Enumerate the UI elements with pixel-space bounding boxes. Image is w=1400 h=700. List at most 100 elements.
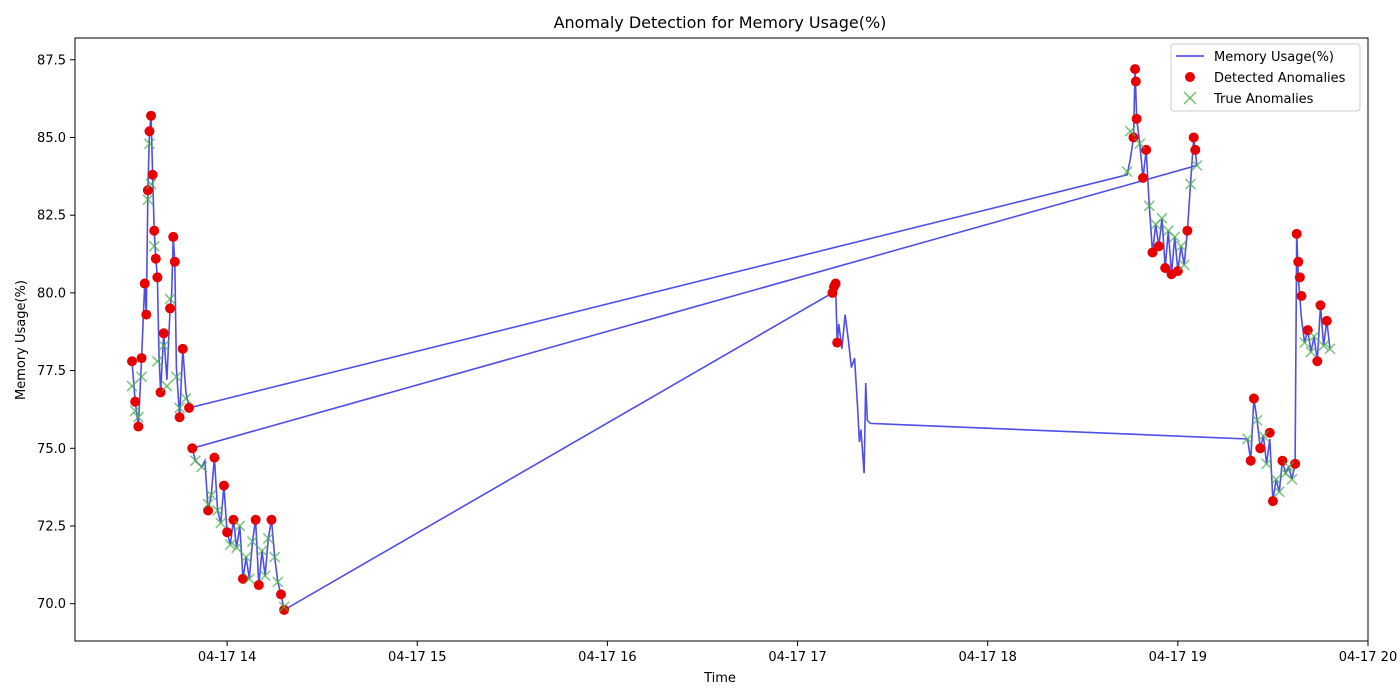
detected-anomaly-point	[1290, 458, 1301, 469]
detected-anomaly-point	[150, 253, 161, 264]
true-anomaly-point	[1169, 231, 1181, 243]
y-tick-label: 70.0	[37, 597, 66, 612]
true-anomaly-point	[143, 138, 156, 150]
detected-anomaly-point	[253, 580, 264, 591]
true-anomaly-point	[1283, 461, 1295, 473]
legend-item-memory: Memory Usage(%)	[1214, 50, 1334, 65]
true-anomaly-point	[196, 461, 208, 473]
detected-anomaly-point	[1190, 144, 1201, 155]
detected-anomaly-point	[169, 256, 180, 267]
detected-anomaly-point	[184, 402, 195, 413]
x-tick-label: 04-17 17	[768, 650, 826, 665]
detected-anomaly-point	[203, 505, 214, 516]
detected-anomaly-point	[152, 272, 163, 283]
detected-anomaly-point	[1160, 263, 1171, 274]
true-anomaly-point	[1261, 458, 1273, 470]
detected-anomaly-point	[1147, 247, 1158, 258]
detected-anomaly-point	[1267, 496, 1278, 507]
true-anomaly-point	[1242, 433, 1254, 445]
detected-anomaly-point	[1182, 225, 1193, 236]
legend-true-swatch	[1183, 91, 1197, 105]
true-anomaly-point	[1270, 473, 1282, 485]
detected-anomaly-point	[1137, 172, 1148, 183]
true-anomaly-point	[256, 545, 268, 557]
detected-anomaly-point	[1264, 427, 1275, 438]
true-anomaly-point	[240, 551, 252, 563]
true-anomaly-point	[1308, 330, 1320, 342]
true-anomaly-point	[1305, 346, 1317, 358]
true-anomaly-point	[1318, 340, 1330, 352]
detected-anomaly-point	[830, 278, 841, 289]
legend: Memory Usage(%) Detected Anomalies True …	[1170, 43, 1361, 112]
detected-anomaly-point	[250, 514, 261, 525]
y-tick-label: 80.0	[37, 286, 66, 301]
detected-anomaly-point	[1321, 315, 1332, 326]
true-anomaly-point	[129, 405, 141, 417]
true-anomaly-point	[1299, 337, 1311, 349]
detected-anomaly-point	[146, 110, 157, 121]
detected-anomaly-point	[147, 169, 158, 180]
true-anomaly-point	[170, 371, 182, 383]
true-anomaly-point	[1251, 414, 1263, 426]
plot-area	[126, 64, 1336, 615]
detected-anomaly-point	[1248, 393, 1259, 404]
true-anomaly-point	[145, 178, 157, 190]
detected-anomaly-point	[1296, 290, 1307, 301]
true-anomaly-point	[161, 380, 173, 392]
true-anomaly-point	[202, 498, 214, 510]
true-anomaly-point	[1178, 259, 1190, 271]
true-anomaly-point	[151, 355, 163, 367]
true-anomaly-point	[1324, 343, 1336, 355]
true-anomaly-point	[243, 573, 255, 585]
true-anomaly-point	[278, 601, 290, 613]
chart-title: Anomaly Detection for Memory Usage(%)	[554, 13, 887, 32]
detected-anomaly-point	[279, 604, 290, 615]
true-anomaly-point	[180, 392, 192, 405]
x-tick-label: 04-17 18	[958, 650, 1016, 665]
detected-anomaly-point	[158, 328, 169, 339]
legend-box	[1170, 43, 1361, 112]
true-anomaly-point	[1286, 473, 1298, 485]
y-tick-label: 75.0	[37, 442, 66, 457]
detected-anomaly-point	[1153, 241, 1164, 252]
legend-item-true: True Anomalies	[1213, 92, 1314, 107]
detected-anomaly-point	[1291, 228, 1302, 239]
y-axis: 70.0 72.5 75.0 77.5 80.0 82.5 85.0 87.5	[37, 53, 75, 612]
y-axis-label: Memory Usage(%)	[14, 280, 29, 400]
detected-anomaly-point	[130, 396, 141, 407]
y-tick-label: 87.5	[37, 53, 66, 68]
x-tick-label: 04-17 19	[1149, 650, 1207, 665]
true-anomaly-point	[132, 411, 144, 423]
x-tick-label: 04-17 20	[1339, 650, 1397, 665]
detected-anomaly-point	[144, 126, 155, 137]
y-tick-label: 85.0	[37, 131, 66, 146]
true-anomaly-point	[1184, 178, 1197, 190]
y-tick-label: 77.5	[37, 364, 66, 379]
y-tick-label: 82.5	[37, 209, 66, 224]
detected-anomaly-point	[187, 443, 198, 454]
true-anomaly-point	[142, 194, 154, 206]
true-anomaly-point	[1156, 212, 1168, 224]
detected-anomaly-point	[218, 480, 229, 491]
detected-anomaly-point	[133, 421, 144, 432]
true-anomaly-point	[164, 293, 176, 305]
true-anomaly-point	[259, 570, 271, 582]
true-anomaly-point	[231, 542, 243, 554]
detected-anomaly-point	[266, 514, 277, 525]
detected-anomaly-point	[237, 573, 248, 584]
true-anomaly-point	[205, 489, 217, 501]
detected-anomaly-point	[1293, 256, 1304, 267]
detected-anomaly-point	[832, 337, 843, 348]
x-axis: 04-17 14 04-17 15 04-17 16 04-17 17 04-17 18…	[198, 641, 1397, 665]
true-anomaly-point	[224, 539, 236, 551]
true-anomaly-point	[1134, 138, 1146, 150]
detected-anomaly-point	[1130, 76, 1141, 87]
true-anomaly-point	[272, 576, 284, 588]
true-anomaly-point	[212, 504, 224, 517]
detected-anomaly-point	[139, 278, 150, 289]
legend-detected-swatch	[1185, 72, 1195, 82]
detected-anomaly-point	[127, 356, 138, 367]
detected-anomaly-point	[1245, 455, 1256, 466]
true-anomaly-point	[1143, 200, 1155, 212]
true-anomaly-point	[158, 340, 170, 352]
